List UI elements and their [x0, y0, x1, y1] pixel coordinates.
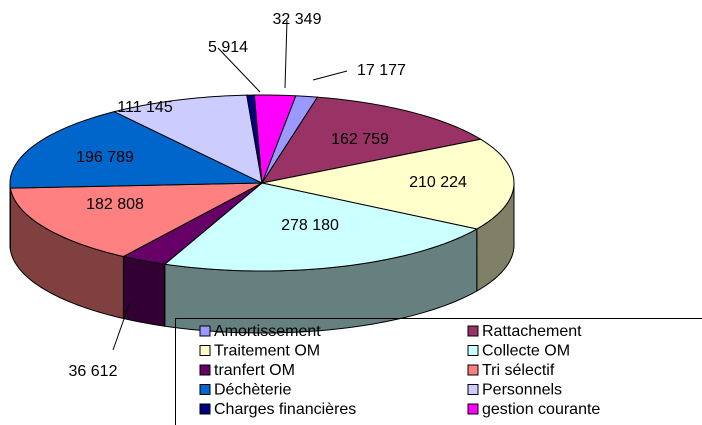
pie-slice	[163, 182, 479, 272]
legend-label: Personnels	[482, 382, 562, 399]
leader-line	[217, 47, 261, 93]
legend-swatch	[467, 345, 479, 356]
pie-sides	[9, 182, 515, 334]
leader-line	[112, 301, 131, 351]
pie-slice	[260, 96, 483, 184]
legend-swatch	[199, 403, 211, 415]
legend-label: gestion courante	[482, 401, 600, 418]
legend-label: Charges financières	[214, 401, 356, 418]
legend-label: Traitement OM	[214, 343, 320, 360]
pie-tops	[9, 94, 515, 272]
data-labels: 17 177 162 759 210 224 278 180 36 612 182 808…	[69, 11, 467, 380]
pie-slice	[253, 94, 297, 184]
data-label: 36 612	[69, 363, 118, 380]
legend-label: Amortissement	[214, 323, 321, 340]
data-label: 278 180	[281, 217, 339, 234]
pie-slice	[112, 94, 263, 184]
legend-swatch	[199, 384, 211, 395]
legend-swatch	[467, 403, 479, 415]
pie-side	[122, 255, 166, 327]
legend-swatch	[467, 325, 479, 337]
data-label: 5 914	[208, 39, 248, 56]
pie-slice	[261, 138, 515, 230]
pie-slice	[9, 182, 263, 258]
pie-slice	[246, 94, 263, 184]
data-label: 210 224	[409, 174, 467, 191]
data-label: 162 759	[331, 131, 389, 148]
data-label: 111 145	[117, 99, 173, 116]
legend-swatch	[199, 345, 211, 356]
legend-label: Tri sélectif	[482, 362, 555, 379]
data-label: 196 789	[76, 149, 134, 166]
data-label: 182 808	[86, 196, 144, 213]
data-label: 17 177	[357, 62, 406, 79]
legend-label: Déchèterie	[214, 382, 291, 399]
data-label: 32 349	[273, 11, 322, 28]
leader-line	[284, 19, 288, 89]
pie-slice	[121, 182, 263, 265]
legend: Amortissement Rattachement Traitement OM Co…	[175, 318, 702, 425]
legend-swatch	[199, 325, 211, 337]
pie-slice	[9, 111, 263, 189]
legend-label: tranfert OM	[214, 362, 295, 379]
leader-line	[312, 70, 348, 81]
legend-swatch	[467, 364, 479, 376]
legend-label: Collecte OM	[482, 343, 570, 360]
legend-swatch	[199, 364, 211, 376]
legend-label: Rattachement	[482, 323, 582, 340]
legend-swatch	[467, 384, 479, 395]
